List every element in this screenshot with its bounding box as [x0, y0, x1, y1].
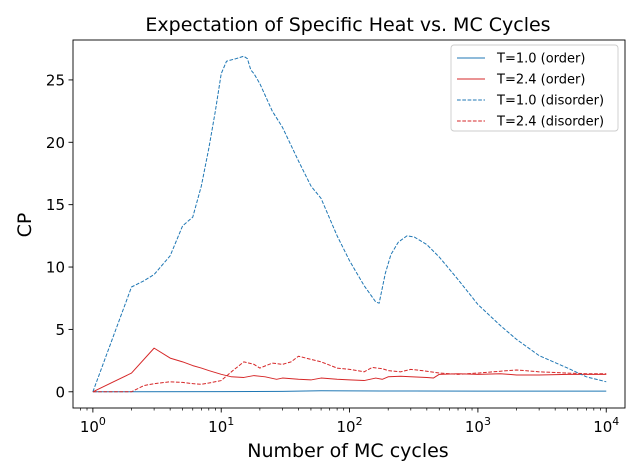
series-line-2	[92, 347, 607, 393]
legend-label: T=1.0 (disorder)	[496, 94, 604, 109]
legend-label: T=1.0 (order)	[496, 52, 585, 67]
series-line-4	[92, 355, 607, 393]
chart-title: Expectation of Specific Heat vs. MC Cycl…	[145, 14, 550, 36]
series-line-1	[92, 390, 607, 393]
legend-label: T=2.4 (order)	[496, 73, 585, 88]
plot-area	[72, 39, 626, 409]
y-tick-label: 20	[46, 134, 65, 152]
x-tick-exponent: 0	[99, 415, 106, 428]
y-tick-label: 25	[46, 71, 65, 89]
legend-box	[450, 44, 619, 132]
legend: T=1.0 (order) T=2.4 (order) T=1.0 (disorde…	[450, 44, 619, 132]
plot-frame	[72, 39, 626, 409]
x-axis-label: Number of MC cycles	[247, 440, 448, 462]
y-tick-label: 5	[55, 321, 65, 339]
x-tick-exponent: 3	[484, 415, 491, 428]
y-axis: 0 5 10 15 20 25	[46, 71, 73, 401]
x-tick-exponent: 1	[227, 415, 234, 428]
series-line-3	[92, 55, 607, 392]
x-tick-exponent: 2	[356, 415, 363, 428]
y-tick-label: 10	[46, 259, 65, 277]
y-tick-label: 0	[55, 383, 65, 401]
y-axis-label: CP	[14, 213, 36, 238]
x-tick-exponent: 4	[612, 415, 619, 428]
legend-label: T=2.4 (disorder)	[496, 115, 604, 130]
y-tick-label: 15	[46, 196, 65, 214]
